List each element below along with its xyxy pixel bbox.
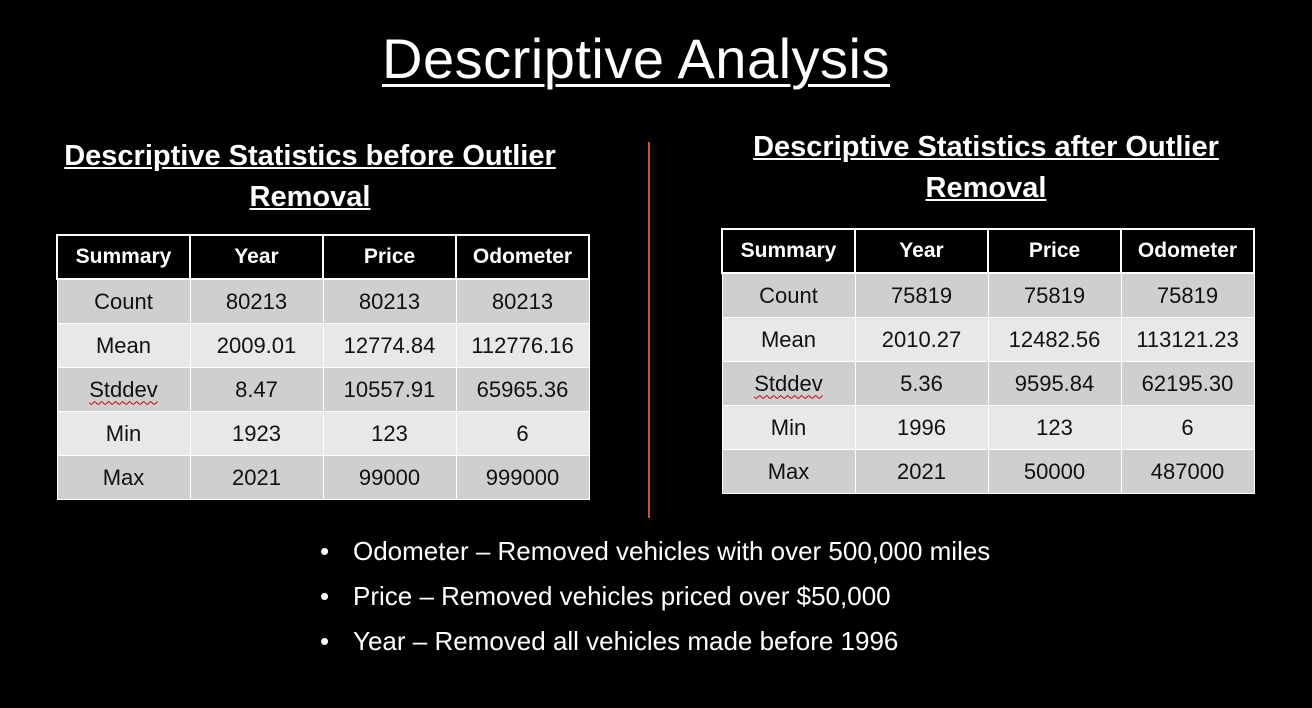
cell-odometer: 999000 [455,455,590,500]
cell-year: 75819 [854,272,989,318]
after-stats-table: Summary Year Price Odometer Count 75819 … [721,228,1255,494]
cell-year: 1923 [189,411,324,456]
cell-year: 5.36 [854,361,989,406]
after-heading: Descriptive Statistics after Outlier Rem… [716,127,1256,209]
list-item: • Odometer – Removed vehicles with over 5… [320,530,990,575]
after-heading-line2: Removal [925,172,1047,204]
column-header-odometer: Odometer [1120,228,1255,274]
cell-odometer: 6 [455,411,590,456]
row-label: Max [721,449,856,494]
cell-odometer: 62195.30 [1120,361,1255,406]
cell-year: 2021 [854,449,989,494]
cell-odometer: 80213 [455,278,590,324]
table-row: Count 80213 80213 80213 [56,278,590,324]
bullet-icon: • [320,581,330,611]
column-header-price: Price [987,228,1122,274]
cell-odometer: 75819 [1120,272,1255,318]
cell-price: 123 [322,411,457,456]
cell-price: 123 [987,405,1122,450]
cell-odometer: 113121.23 [1120,317,1255,362]
cell-odometer: 65965.36 [455,367,590,412]
slide-title: Descriptive Analysis [382,27,890,90]
row-label: Mean [721,317,856,362]
spellcheck-underline-label: Stddev [754,370,823,396]
notes-list: • Odometer – Removed vehicles with over 5… [320,530,990,665]
row-label: Mean [56,323,191,368]
before-header-row: Summary Year Price Odometer [56,234,590,280]
cell-price: 99000 [322,455,457,500]
table-row: Mean 2009.01 12774.84 112776.16 [56,323,590,368]
table-row: Stddev 5.36 9595.84 62195.30 [721,361,1255,406]
cell-year: 80213 [189,278,324,324]
column-header-year: Year [854,228,989,274]
cell-odometer: 112776.16 [455,323,590,368]
cell-price: 80213 [322,278,457,324]
cell-price: 75819 [987,272,1122,318]
cell-year: 2021 [189,455,324,500]
table-row: Max 2021 99000 999000 [56,455,590,500]
row-label: Min [721,405,856,450]
row-label: Min [56,411,191,456]
row-label: Stddev [56,367,191,412]
cell-price: 12482.56 [987,317,1122,362]
list-item: • Year – Removed all vehicles made before… [320,620,990,665]
after-header-row: Summary Year Price Odometer [721,228,1255,274]
before-stats-table: Summary Year Price Odometer Count 80213 … [56,234,590,500]
row-label: Max [56,455,191,500]
column-header-summary: Summary [721,228,856,274]
before-heading-line2: Removal [249,181,371,213]
table-row: Min 1996 123 6 [721,405,1255,450]
before-heading: Descriptive Statistics before Outlier Re… [40,136,580,218]
note-text: Odometer – Removed vehicles with over 50… [353,536,991,566]
table-row: Max 2021 50000 487000 [721,449,1255,494]
before-heading-line1: Descriptive Statistics before Outlier [64,140,556,172]
row-label: Count [56,278,191,324]
cell-year: 2010.27 [854,317,989,362]
table-row: Stddev 8.47 10557.91 65965.36 [56,367,590,412]
cell-price: 50000 [987,449,1122,494]
note-text: Price – Removed vehicles priced over $50… [353,581,891,611]
row-label: Stddev [721,361,856,406]
cell-year: 2009.01 [189,323,324,368]
cell-year: 8.47 [189,367,324,412]
table-row: Min 1923 123 6 [56,411,590,456]
column-header-odometer: Odometer [455,234,590,280]
row-label: Count [721,272,856,318]
table-row: Count 75819 75819 75819 [721,272,1255,318]
table-row: Mean 2010.27 12482.56 113121.23 [721,317,1255,362]
column-header-year: Year [189,234,324,280]
column-header-price: Price [322,234,457,280]
column-header-summary: Summary [56,234,191,280]
spellcheck-underline-label: Stddev [89,376,158,402]
note-text: Year – Removed all vehicles made before … [353,626,899,656]
cell-year: 1996 [854,405,989,450]
cell-price: 12774.84 [322,323,457,368]
bullet-icon: • [320,626,330,656]
cell-odometer: 6 [1120,405,1255,450]
cell-price: 9595.84 [987,361,1122,406]
after-heading-line1: Descriptive Statistics after Outlier [753,131,1219,163]
list-item: • Price – Removed vehicles priced over $5… [320,575,990,620]
cell-price: 10557.91 [322,367,457,412]
vertical-divider [648,142,650,518]
cell-odometer: 487000 [1120,449,1255,494]
bullet-icon: • [320,536,330,566]
